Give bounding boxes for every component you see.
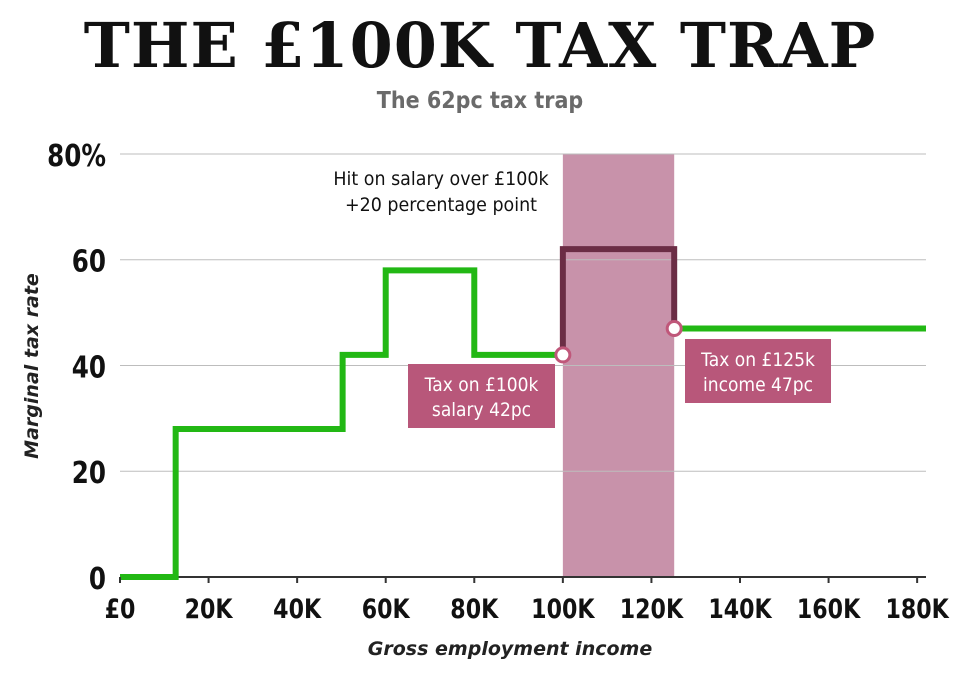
x-tick-label: 40K [273, 593, 322, 625]
annotation-text: +20 percentage point [345, 194, 537, 216]
y-tick-label: 40 [72, 351, 106, 385]
annotation-text: Tax on £125k [700, 349, 815, 371]
chart-title: THE £100K TAX TRAP [83, 9, 877, 82]
x-tick-label: 100K [531, 593, 595, 625]
x-tick-label: 60K [362, 593, 411, 625]
y-tick-label: 0 [89, 563, 106, 597]
x-tick-label: 20K [185, 593, 234, 625]
annotation-text: Hit on salary over £100k [333, 168, 549, 190]
data-point-marker [554, 346, 572, 364]
tax-rate-line-segment-2 [559, 246, 678, 355]
annotation-100k: Tax on £100k salary 42pc [408, 364, 555, 428]
annotation-box [408, 364, 555, 428]
x-tick-label: 120K [620, 593, 684, 625]
x-tick-label: 180K [885, 593, 949, 625]
annotation-text: Tax on £100k [424, 374, 539, 396]
annotation-text: income 47pc [703, 374, 813, 396]
tax-rate-line-segment-1 [120, 267, 563, 580]
y-tick-label: 60 [72, 246, 106, 280]
annotation-text: salary 42pc [432, 399, 531, 421]
annotation-box [685, 339, 831, 403]
x-tick-label: 80K [450, 593, 499, 625]
chart-subtitle: The 62pc tax trap [376, 88, 584, 114]
data-point-marker [665, 319, 683, 337]
x-axis-label: Gross employment income [368, 638, 653, 660]
y-tick-label: 20 [72, 457, 106, 491]
y-axis-label: Marginal tax rate [21, 273, 43, 459]
x-tick-label: 140K [708, 593, 772, 625]
x-tick-label: £0 [105, 593, 136, 625]
y-tick-label: 80% [47, 140, 106, 174]
annotation-125k: Tax on £125k income 47pc [685, 339, 831, 403]
x-tick-label: 160K [797, 593, 861, 625]
